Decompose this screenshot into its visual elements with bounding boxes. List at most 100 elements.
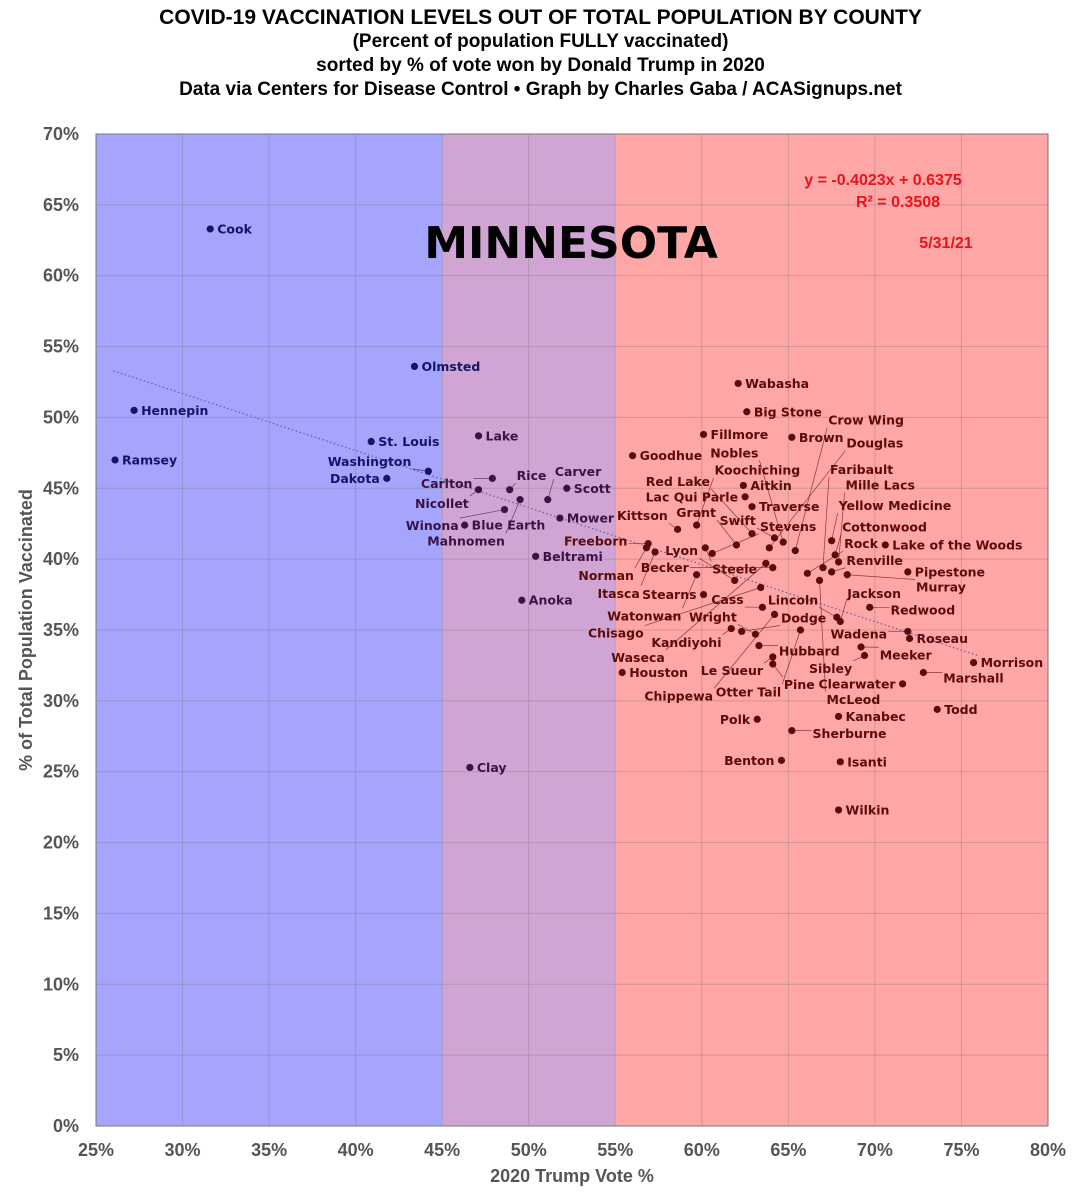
data-point-koochiching: Koochiching: [693, 463, 800, 529]
point-marker: [748, 503, 756, 511]
data-point-todd: Todd: [933, 702, 978, 717]
point-marker: [788, 727, 796, 735]
x-tick-label: 65%: [770, 1140, 806, 1160]
point-marker: [734, 379, 742, 388]
y-tick-label: 45%: [43, 478, 79, 498]
point-marker: [819, 564, 827, 572]
point-marker: [815, 576, 824, 585]
point-marker: [770, 610, 779, 619]
point-marker: [758, 603, 767, 611]
y-tick-label: 25%: [43, 762, 79, 782]
point-marker: [751, 630, 760, 638]
data-point-hennepin: Hennepin: [130, 403, 208, 418]
x-tick-label: 70%: [857, 1140, 893, 1160]
data-point-big-stone: Big Stone: [743, 404, 822, 419]
point-label: Swift: [720, 513, 756, 528]
label-leader-line: [698, 557, 735, 581]
data-point-becker: Becker: [641, 560, 777, 575]
point-label: Chisago: [588, 626, 644, 641]
point-label: Lincoln: [768, 592, 818, 607]
point-label: Renville: [846, 553, 902, 568]
label-leader-line: [459, 509, 505, 519]
point-marker: [738, 627, 746, 636]
data-point-lake: Lake: [474, 428, 518, 443]
point-marker: [828, 537, 836, 545]
point-label: Polk: [720, 712, 751, 727]
point-marker: [904, 568, 912, 576]
point-marker: [367, 437, 375, 446]
point-label: Sherburne: [813, 726, 887, 741]
data-point-nobles: Nobles: [710, 445, 787, 546]
point-label: Morrison: [981, 655, 1044, 670]
point-marker: [461, 521, 469, 529]
point-label: Wadena: [831, 627, 888, 642]
y-tick-label: 60%: [43, 266, 79, 286]
chart-titles: COVID-19 VACCINATION LEVELS OUT OF TOTAL…: [0, 6, 1081, 102]
point-label: Benton: [724, 753, 774, 768]
x-axis-label: 2020 Trump Vote %: [490, 1166, 654, 1186]
region-band: [96, 134, 443, 1126]
point-label: Beltrami: [543, 549, 603, 564]
point-label: Faribault: [830, 462, 893, 477]
point-label: Jackson: [846, 586, 901, 601]
data-point-jackson: Jackson: [836, 586, 901, 626]
point-label: Chippewa: [644, 688, 713, 703]
point-label: Mower: [567, 511, 615, 526]
data-point-cass: Cass: [711, 592, 767, 611]
data-point-rock: Rock: [803, 536, 879, 577]
point-marker: [857, 643, 865, 651]
point-marker: [933, 705, 941, 713]
point-marker: [762, 559, 770, 567]
data-point-grant: Grant: [676, 505, 741, 549]
point-label: Sibley: [809, 661, 852, 676]
data-point-fillmore: Fillmore: [699, 427, 768, 442]
point-label: Hennepin: [141, 403, 208, 418]
data-point-traverse: Traverse: [748, 499, 819, 514]
point-marker: [516, 496, 524, 504]
point-label: Wright: [689, 609, 737, 624]
point-label: Big Stone: [754, 404, 822, 419]
data-point-otter-tail: Otter Tail: [716, 626, 805, 699]
x-tick-label: 55%: [597, 1140, 633, 1160]
point-label: Cass: [711, 592, 744, 607]
data-point-clearwater: Clearwater: [818, 676, 907, 691]
point-label: Marshall: [943, 670, 1003, 685]
data-point-pipestone: Pipestone: [904, 564, 985, 579]
point-marker: [474, 432, 483, 440]
point-label: Norman: [578, 568, 634, 583]
point-marker: [618, 668, 626, 677]
data-point-wadena: Wadena: [831, 627, 912, 642]
data-point-cottonwood: Cottonwood: [831, 519, 927, 559]
point-marker: [383, 474, 391, 482]
label-leader-line: [644, 587, 761, 626]
point-marker: [466, 763, 474, 772]
y-tick-label: 5%: [53, 1045, 79, 1065]
point-label: Otter Tail: [716, 684, 782, 699]
point-marker: [796, 626, 805, 634]
label-leader-line: [713, 614, 775, 689]
point-marker: [410, 362, 419, 371]
data-point-chisago: Chisago: [588, 583, 765, 641]
data-point-mower: Mower: [556, 511, 615, 526]
data-point-goodhue: Goodhue: [628, 448, 702, 463]
point-marker: [727, 624, 735, 633]
y-tick-label: 0%: [53, 1116, 79, 1136]
point-label: Mahnomen: [427, 533, 505, 548]
data-point-redwood: Redwood: [866, 603, 955, 618]
data-point-pine: Pine: [769, 660, 815, 692]
data-point-olmsted: Olmsted: [410, 359, 480, 374]
point-label: Meeker: [880, 647, 933, 662]
data-point-morrison: Morrison: [969, 655, 1044, 670]
point-marker: [673, 525, 682, 533]
point-label: Dodge: [781, 611, 826, 626]
point-marker: [743, 408, 751, 416]
point-marker: [899, 680, 907, 688]
point-label: Redwood: [890, 603, 955, 618]
data-point-mahnomen: Mahnomen: [427, 496, 524, 548]
point-label: Winona: [406, 518, 459, 533]
point-marker: [506, 486, 514, 494]
point-marker: [544, 496, 552, 504]
data-point-crow-wing: Crow Wing: [791, 413, 904, 555]
x-tick-label: 60%: [684, 1140, 720, 1160]
data-point-aitkin: Aitkin: [739, 478, 792, 493]
